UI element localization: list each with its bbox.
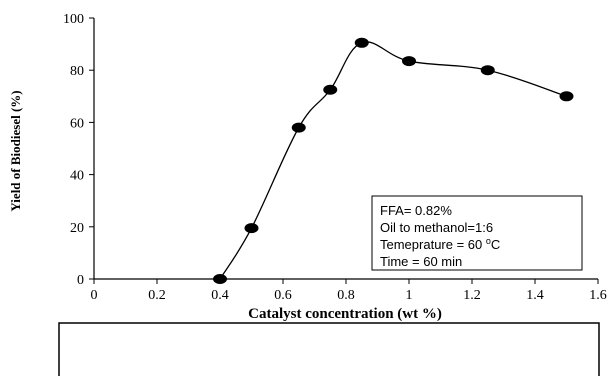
y-tick-label: 0 (77, 273, 84, 288)
x-tick-label: 1 (406, 288, 413, 303)
annotation-line-3-text: Temeprature = 60 (380, 237, 486, 252)
x-tick-label: 1.6 (589, 288, 607, 303)
x-tick-label: 0.8 (337, 288, 355, 303)
data-point (354, 37, 369, 48)
x-tick-label: 0 (91, 288, 98, 303)
y-tick-label: 60 (70, 116, 84, 131)
y-tick-label: 20 (70, 221, 84, 236)
y-axis-title: Yield of Biodiesel (%) (8, 90, 23, 211)
x-axis-title: Catalyst concentration (wt %) (248, 306, 442, 322)
data-points-layer (213, 37, 574, 284)
data-point (213, 274, 227, 284)
x-tick-label: 0.4 (211, 288, 229, 303)
annotation-box (371, 195, 583, 271)
annotation-line-3: Temeprature = 60 oC (380, 236, 500, 252)
x-tick-label: 0.2 (148, 288, 166, 303)
y-tick-label: 80 (70, 64, 84, 79)
x-tick-label: 0.6 (274, 288, 292, 303)
data-point (291, 122, 306, 133)
data-point (323, 84, 338, 95)
annotation-line-4: Time = 60 min (380, 254, 462, 269)
x-tick-label: 1.4 (526, 288, 544, 303)
x-tick-label: 1.2 (463, 288, 481, 303)
data-point (480, 65, 495, 76)
data-point (559, 91, 574, 102)
y-tick-label: 100 (63, 12, 84, 27)
caption-box (58, 322, 600, 376)
data-point (244, 223, 259, 234)
annotation-line-1: FFA= 0.82% (380, 203, 452, 218)
annotation-line-2: Oil to methanol=1:6 (380, 220, 493, 235)
ticks: 0 0.2 0.4 0.6 0.8 1 1.2 1.4 1.6 0 20 40 60 80 100 (63, 12, 607, 303)
annotation-line-3-suffix: C (491, 237, 500, 252)
y-tick-label: 40 (70, 169, 84, 184)
data-point (402, 56, 416, 67)
annotation-line-3-sup: o (486, 236, 491, 246)
